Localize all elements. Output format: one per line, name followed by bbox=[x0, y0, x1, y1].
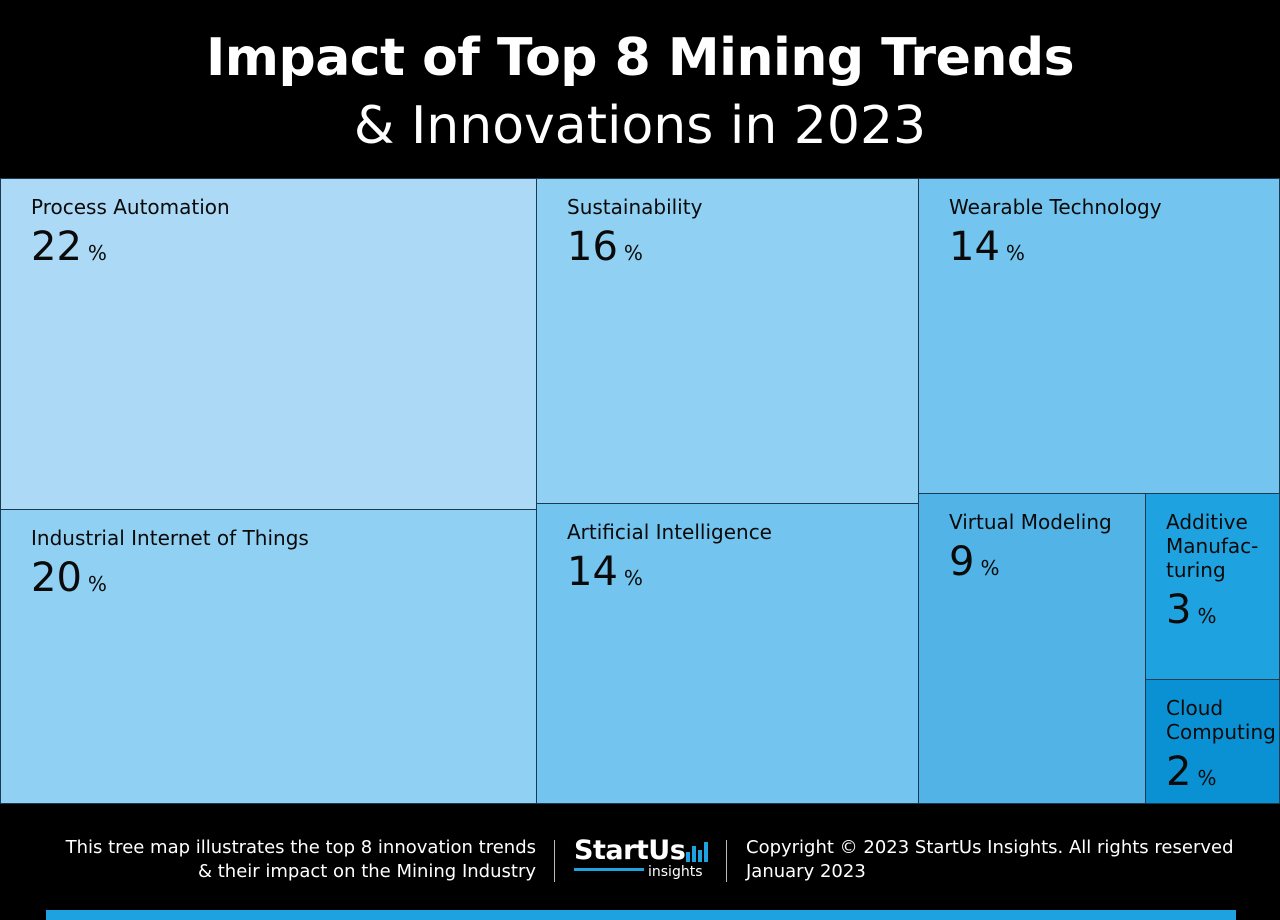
tile-label: Industrial Internet of Things bbox=[31, 526, 309, 550]
footer-description-line2: & their impact on the Mining Industry bbox=[197, 861, 536, 882]
tile-value-unit: % bbox=[87, 572, 107, 596]
publication-date: January 2023 bbox=[746, 861, 866, 882]
footer-accent-bar bbox=[46, 910, 1236, 920]
tile-label: Artificial Intelligence bbox=[567, 520, 772, 544]
tile-value: 22% bbox=[31, 225, 107, 269]
tile-value-unit: % bbox=[1005, 241, 1025, 265]
tile-label: Wearable Technology bbox=[949, 195, 1162, 219]
tile-value-number: 20 bbox=[31, 555, 82, 601]
logo-wordmark: StartUs bbox=[574, 835, 686, 866]
chart-title: Impact of Top 8 Mining Trends bbox=[205, 28, 1075, 88]
tile-value-number: 9 bbox=[949, 539, 975, 585]
tile-value: 3% bbox=[1166, 588, 1216, 632]
tile-value: 9% bbox=[949, 540, 999, 584]
tile-value-unit: % bbox=[980, 556, 1000, 580]
tile-value: 20% bbox=[31, 556, 107, 600]
footer-description-line1: This tree map illustrates the top 8 inno… bbox=[65, 837, 536, 858]
treemap-tile-wearable-technology: Wearable Technology 14% bbox=[918, 178, 1280, 494]
treemap-tile-sustainability: Sustainability 16% bbox=[536, 178, 919, 504]
tile-value-unit: % bbox=[87, 241, 107, 265]
treemap-tile-cloud-computing: Cloud Computing 2% bbox=[1145, 679, 1280, 804]
logo-underline bbox=[574, 868, 644, 871]
chart-subtitle: & Innovations in 2023 bbox=[353, 96, 927, 156]
footer-divider-right bbox=[726, 840, 727, 882]
treemap-tile-virtual-modeling: Virtual Modeling 9% bbox=[918, 493, 1146, 804]
startus-insights-logo: StartUs insights bbox=[574, 836, 714, 886]
tile-value-number: 3 bbox=[1166, 587, 1192, 633]
tile-value-unit: % bbox=[623, 241, 643, 265]
tile-label: Sustainability bbox=[567, 195, 703, 219]
chart-header: Impact of Top 8 Mining Trends & Innovati… bbox=[0, 0, 1280, 178]
tile-value-number: 14 bbox=[567, 549, 618, 595]
footer: This tree map illustrates the top 8 inno… bbox=[0, 804, 1280, 920]
tile-value-unit: % bbox=[1197, 766, 1217, 790]
tile-value: 2% bbox=[1166, 750, 1216, 794]
tile-value-unit: % bbox=[623, 566, 643, 590]
copyright-text: Copyright © 2023 StartUs Insights. All r… bbox=[746, 837, 1234, 858]
tile-value-unit: % bbox=[1197, 604, 1217, 628]
footer-divider-left bbox=[554, 840, 555, 882]
tile-value-number: 16 bbox=[567, 224, 618, 270]
tile-value-number: 2 bbox=[1166, 749, 1192, 795]
treemap-tile-additive-manufac-turing: Additive Manufac-turing 3% bbox=[1145, 493, 1280, 680]
treemap-tile-industrial-internet-of-things: Industrial Internet of Things 20% bbox=[0, 509, 537, 804]
logo-subtitle: insights bbox=[648, 864, 703, 880]
tile-value-number: 22 bbox=[31, 224, 82, 270]
tile-label: Cloud Computing bbox=[1166, 696, 1276, 744]
footer-copyright-block: Copyright © 2023 StartUs Insights. All r… bbox=[746, 836, 1234, 884]
tile-label: Process Automation bbox=[31, 195, 230, 219]
treemap-tile-process-automation: Process Automation 22% bbox=[0, 178, 537, 510]
tile-label: Additive Manufac-turing bbox=[1166, 510, 1259, 582]
treemap: Process Automation 22% Industrial Internet… bbox=[0, 178, 1280, 804]
tile-label: Virtual Modeling bbox=[949, 510, 1112, 534]
treemap-tile-artificial-intelligence: Artificial Intelligence 14% bbox=[536, 503, 919, 804]
footer-description: This tree map illustrates the top 8 inno… bbox=[66, 836, 536, 884]
tile-value: 14% bbox=[567, 550, 643, 594]
tile-value: 14% bbox=[949, 225, 1025, 269]
tile-value: 16% bbox=[567, 225, 643, 269]
tile-value-number: 14 bbox=[949, 224, 1000, 270]
